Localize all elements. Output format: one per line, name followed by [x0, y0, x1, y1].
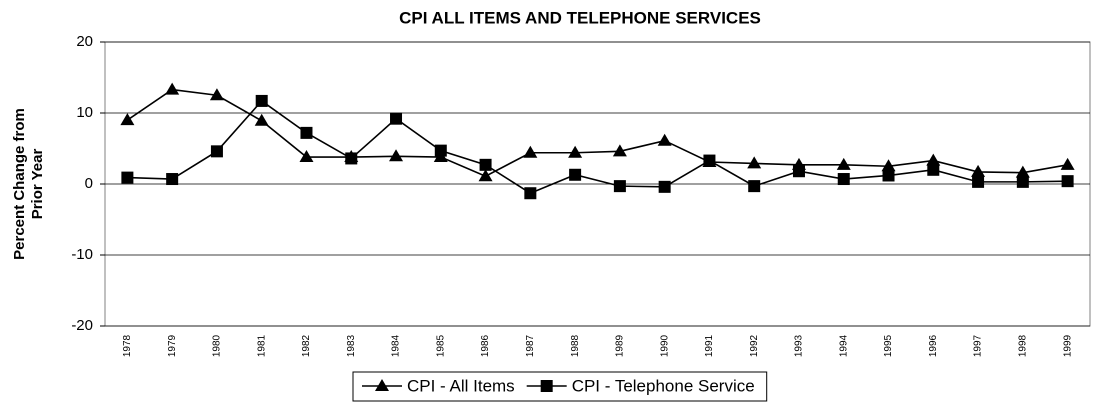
marker — [210, 145, 223, 158]
marker — [389, 149, 404, 162]
marker — [120, 113, 135, 126]
marker — [1061, 175, 1074, 188]
x-tick-label: 1981 — [256, 334, 267, 357]
series-line — [126, 88, 1068, 178]
x-tick-label: 1997 — [973, 334, 984, 357]
marker — [299, 150, 314, 163]
marker — [972, 175, 985, 188]
marker — [390, 112, 403, 125]
marker — [165, 82, 180, 95]
x-tick-label: 1984 — [391, 334, 402, 357]
marker — [926, 153, 941, 166]
marker — [524, 187, 537, 200]
x-tick-label: 1983 — [346, 334, 357, 357]
marker — [434, 144, 447, 157]
marker — [747, 156, 762, 169]
marker — [478, 169, 493, 182]
x-tick-label: 1991 — [704, 334, 715, 357]
x-tick-label: 1982 — [301, 334, 312, 357]
x-tick-label: 1990 — [659, 334, 670, 357]
x-tick-label: 1989 — [615, 334, 626, 357]
x-tick-label: 1998 — [1017, 334, 1028, 357]
marker — [927, 163, 940, 176]
series-line — [127, 99, 1068, 195]
marker — [612, 144, 627, 157]
marker — [254, 113, 269, 126]
marker — [658, 180, 671, 193]
legend-label: CPI - Telephone Service — [572, 376, 755, 395]
marker — [523, 145, 538, 158]
legend-label: CPI - All Items — [407, 376, 515, 395]
marker — [569, 168, 582, 181]
marker — [1060, 157, 1075, 170]
y-tick-label: 10 — [76, 104, 93, 121]
y-tick-label: 0 — [85, 175, 93, 192]
marker — [657, 133, 672, 146]
x-tick-label: 1992 — [749, 334, 760, 357]
marker — [345, 152, 358, 165]
marker — [971, 164, 986, 177]
marker — [703, 154, 716, 167]
marker — [300, 126, 313, 139]
legend-marker — [540, 380, 553, 392]
chart-title: CPI ALL ITEMS AND TELEPHONE SERVICES — [399, 8, 761, 27]
marker — [882, 169, 895, 182]
legend-marker — [375, 379, 389, 391]
x-tick-label: 1996 — [928, 334, 939, 357]
x-tick-label: 1999 — [1062, 334, 1073, 357]
x-tick-label: 1993 — [794, 334, 805, 357]
marker — [479, 158, 492, 171]
y-tick-label: -10 — [71, 246, 93, 263]
marker — [121, 171, 134, 184]
marker — [748, 180, 761, 193]
marker — [837, 173, 850, 186]
x-tick-label: 1995 — [883, 334, 894, 357]
marker — [1016, 175, 1029, 188]
x-tick-label: 1987 — [525, 334, 536, 357]
marker — [166, 173, 179, 186]
y-axis-label: Percent Change from — [11, 108, 28, 260]
x-tick-label: 1979 — [167, 334, 178, 357]
x-tick-label: 1985 — [435, 334, 446, 357]
marker — [836, 157, 851, 170]
y-tick-label: -20 — [71, 317, 93, 334]
y-axis-label: Prior Year — [29, 149, 46, 220]
marker — [568, 145, 583, 158]
x-tick-label: 1978 — [122, 334, 133, 357]
marker — [792, 165, 805, 178]
y-tick-label: 20 — [76, 33, 93, 50]
marker — [255, 94, 268, 107]
x-tick-label: 1986 — [480, 334, 491, 357]
x-tick-label: 1988 — [570, 334, 581, 357]
marker — [1015, 165, 1030, 178]
marker — [209, 88, 224, 101]
x-tick-label: 1994 — [838, 334, 849, 357]
x-tick-label: 1980 — [212, 334, 223, 357]
marker — [881, 159, 896, 172]
marker — [613, 180, 626, 193]
